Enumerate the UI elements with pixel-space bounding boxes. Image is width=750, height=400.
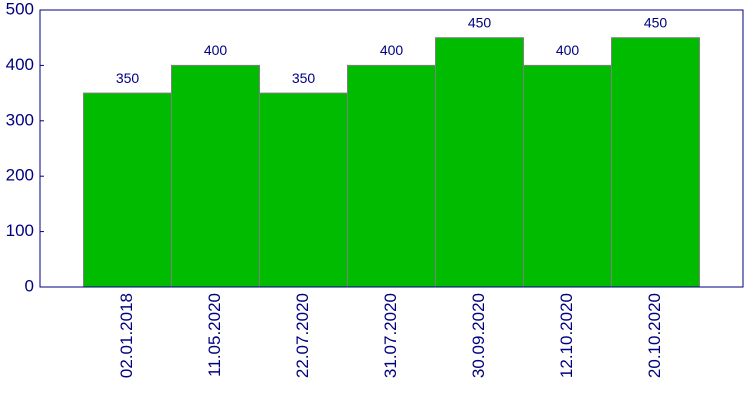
bar [435,37,524,288]
y-tick-label: 300 [6,110,34,129]
value-label: 400 [204,42,228,58]
value-label: 450 [644,14,668,30]
bar [347,64,436,288]
x-tick-label: 30.09.2020 [469,293,488,378]
y-tick-label: 200 [6,166,34,185]
value-label: 400 [556,42,580,58]
bar [259,92,348,288]
x-tick-label: 22.07.2020 [293,293,312,378]
value-label: 450 [468,14,492,30]
y-tick-label: 400 [6,55,34,74]
x-tick-label: 20.10.2020 [645,293,664,378]
plot-frame [39,9,744,288]
bar [171,64,260,288]
x-tick-label: 11.05.2020 [205,293,224,377]
x-tick-label: 31.07.2020 [381,293,400,378]
bar [523,64,612,288]
value-label: 350 [116,70,140,86]
bar [611,37,700,288]
y-tick-label: 100 [6,221,34,240]
y-tick-label: 500 [6,0,34,18]
value-label: 350 [292,70,316,86]
value-label: 400 [380,42,404,58]
x-tick-label: 12.10.2020 [557,293,576,378]
bar [83,92,172,288]
y-tick-label: 0 [25,276,34,295]
x-tick-label: 02.01.2018 [117,293,136,378]
